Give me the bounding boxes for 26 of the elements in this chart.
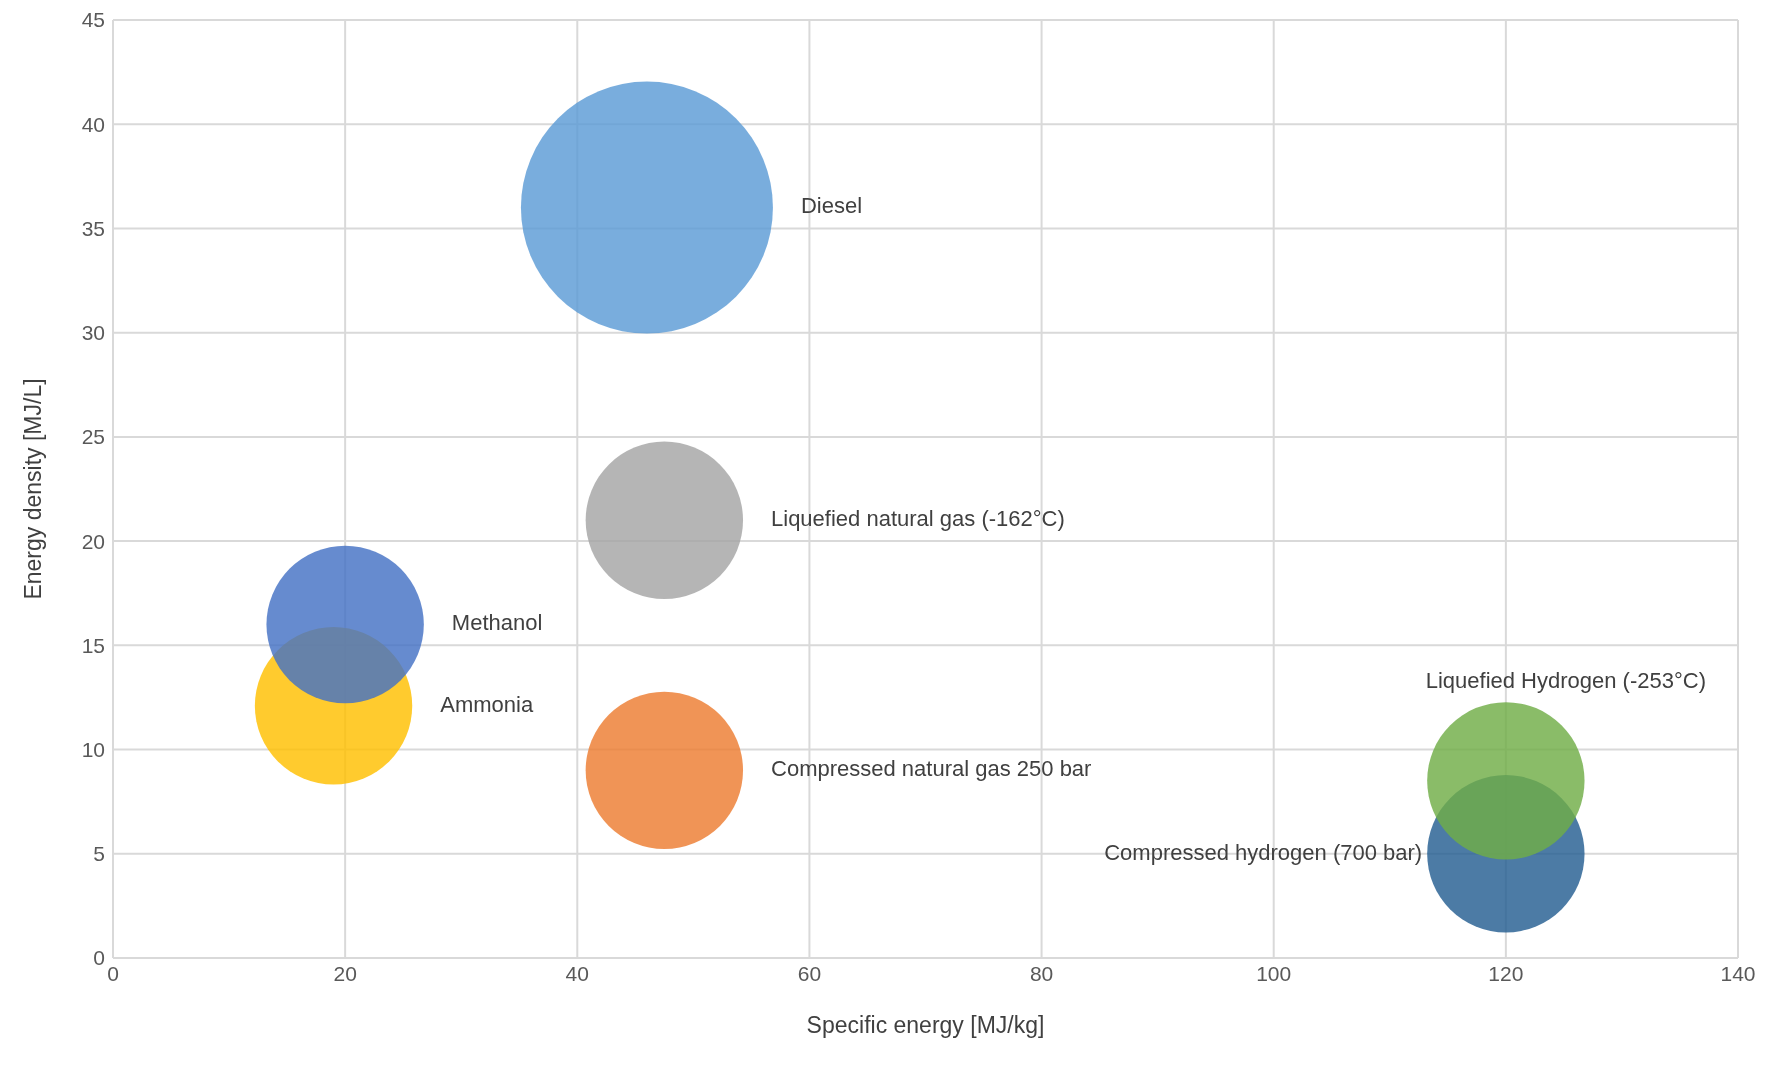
y-tick-label: 5: [93, 842, 105, 866]
y-tick-label: 20: [81, 529, 105, 553]
series-label: Compressed hydrogen (700 bar): [1104, 839, 1423, 865]
x-tick-label: 40: [565, 961, 589, 985]
series-label: Compressed natural gas 250 bar: [771, 756, 1092, 782]
series-label: Ammonia: [440, 691, 534, 717]
x-tick-label: 120: [1488, 961, 1524, 985]
y-tick-label: 40: [81, 112, 105, 136]
x-tick-label: 20: [333, 961, 357, 985]
x-axis-title: Specific energy [MJ/kg]: [806, 1012, 1045, 1038]
series-label: Methanol: [451, 610, 543, 636]
y-tick-label: 25: [81, 425, 105, 449]
y-tick-label: 30: [81, 321, 105, 345]
x-tick-label: 100: [1256, 961, 1292, 985]
y-tick-label: 45: [81, 8, 105, 32]
y-tick-label: 15: [81, 633, 105, 657]
series-label: Diesel: [800, 193, 863, 219]
x-tick-label: 140: [1720, 961, 1756, 985]
y-tick-label: 0: [93, 946, 105, 970]
x-tick-label: 60: [797, 961, 822, 985]
y-tick-label: 10: [81, 738, 105, 762]
x-tick-label: 80: [1029, 961, 1054, 985]
series-label: Liquefied Hydrogen (-253°C): [1425, 667, 1707, 693]
y-tick-label: 35: [81, 216, 105, 240]
series-label: Liquefied natural gas (-162°C): [771, 506, 1065, 532]
y-axis-title: Energy density [MJ/L]: [20, 378, 47, 600]
